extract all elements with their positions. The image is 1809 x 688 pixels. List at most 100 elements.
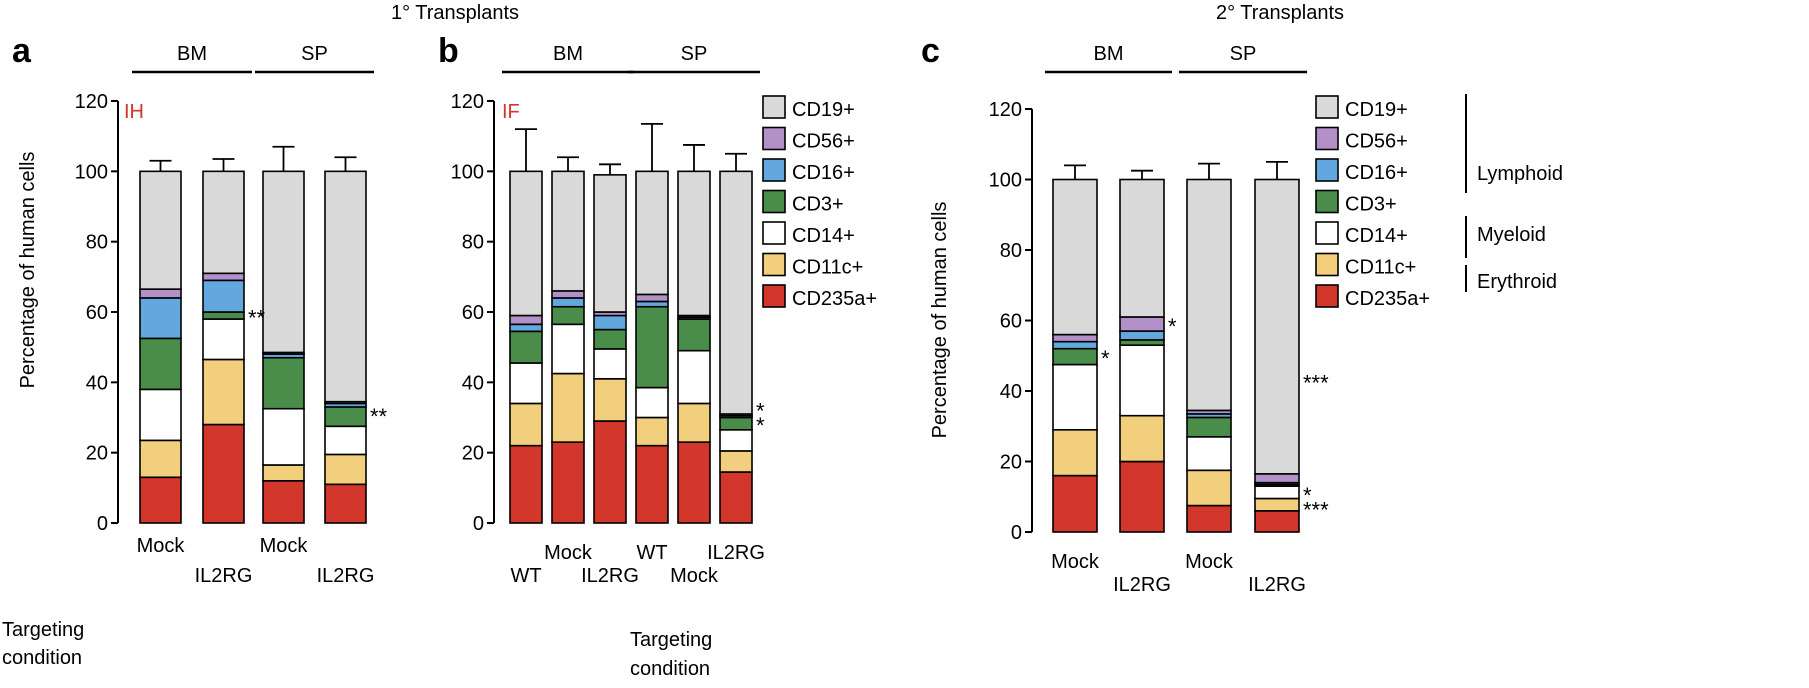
legend-panel-c: CD19+ CD56+ CD16+ CD3+ CD14+ CD11c+ CD235a+ Lym…	[1315, 94, 1563, 310]
bar-segment-cd3-c-0	[1052, 347, 1098, 366]
bar-segment-cd11c-a-3	[324, 453, 367, 486]
y-tick-label-c: 120	[989, 99, 1022, 121]
bar-segment-cd56-b-3	[635, 293, 669, 303]
legend-swatch-cd56	[762, 126, 786, 151]
legend-swatch-cd14	[762, 221, 786, 245]
bar-segment-cd3-b-0	[509, 330, 543, 364]
y-tick-label-a: 100	[75, 161, 108, 183]
bar-segment-cd16-a-0	[139, 297, 182, 340]
y-tick-label-b: 100	[451, 161, 484, 183]
bar-segment-cd11c-a-0	[139, 439, 182, 479]
bar-segment-cd235a-c-3	[1254, 510, 1300, 533]
y-tick-label-b: 0	[473, 513, 484, 535]
category-label-a-0: Mock	[137, 535, 186, 557]
bar-segment-cd11c-b-3	[635, 416, 669, 447]
bar-segment-cd235a-a-1	[202, 423, 245, 524]
bar-segment-cd3-a-0	[139, 337, 182, 391]
bar-segment-cd14-b-2	[593, 348, 627, 380]
y-tick-label-c: 40	[1000, 381, 1022, 403]
category-label-b-0: WT	[510, 565, 541, 587]
bar-segment-cd11c-b-1	[551, 372, 585, 443]
bar-segment-cd19-b-4	[677, 170, 711, 317]
significance-mark-c-1: *	[1168, 314, 1177, 339]
bar-segment-cd235a-b-1	[551, 441, 585, 524]
bar-segment-cd19-c-3	[1254, 178, 1300, 475]
bar-segment-cd16-c-1	[1119, 330, 1165, 341]
bar-segment-cd235a-c-1	[1119, 460, 1165, 533]
bar-segment-cd56-c-0	[1052, 333, 1098, 343]
bar-segment-cd3-b-2	[593, 328, 627, 350]
bar-segment-cd56-c-1	[1119, 316, 1165, 332]
bar-segment-cd235a-a-3	[324, 483, 367, 524]
y-axis-label-c: Percentage of human cells	[929, 202, 951, 439]
legend-swatch-cd16	[762, 158, 786, 182]
significance-mark-b-1: *	[756, 413, 765, 438]
bar-segment-cd3-b-4	[677, 318, 711, 352]
bar-segment-cd3-b-1	[551, 305, 585, 326]
legend-swatch-cd19	[762, 95, 786, 119]
significance-mark-c-2: ***	[1303, 370, 1329, 395]
bar-segment-cd56-c-3	[1254, 473, 1300, 484]
panel-a-chart: 0 20 40 60 80 100 120 Percentage of human cells…	[17, 43, 388, 587]
bar-segment-cd235a-a-2	[262, 479, 305, 524]
significance-mark-a-1: **	[370, 404, 388, 429]
bar-segment-cd14-b-3	[635, 386, 669, 419]
bar-segment-cd3-b-5	[719, 416, 753, 431]
category-label-a-2: Mock	[260, 535, 309, 557]
legend-label-cd11c: CD11c+	[792, 257, 863, 279]
bar-segment-cd56-b-0	[509, 314, 543, 326]
legend-swatch-cd11c	[762, 252, 786, 277]
group-label-sp-b: SP	[681, 43, 708, 65]
legend-swatch-cd56	[1315, 126, 1339, 151]
legend-swatch-cd3	[762, 189, 786, 214]
panel-letter-c: c	[921, 32, 940, 70]
y-tick-label-b: 120	[451, 91, 484, 113]
bar-segment-cd19-b-0	[509, 170, 543, 317]
targeting-label-line1: Targeting	[2, 619, 84, 641]
bar-segment-cd11c-c-1	[1119, 414, 1165, 463]
bar-segment-cd3-b-3	[635, 305, 669, 389]
bar-segment-cd11c-b-5	[719, 450, 753, 473]
significance-mark-b-0: *	[756, 399, 765, 424]
significance-mark-c-3: *	[1303, 483, 1312, 508]
bar-segment-cd11c-c-2	[1186, 469, 1232, 507]
category-label-c-3: IL2RG	[1248, 574, 1306, 596]
legend-swatch-cd235a	[762, 284, 786, 308]
bar-segment-cd14-c-3	[1254, 485, 1300, 500]
bar-segment-cd19-b-3	[635, 170, 669, 296]
category-label-b-3: WT	[636, 542, 667, 564]
bar-segment-cd11c-b-2	[593, 378, 627, 422]
bar-segment-cd11c-a-1	[202, 358, 245, 426]
group-label-bm-a: BM	[177, 43, 207, 65]
panel-letter-a: a	[12, 32, 32, 70]
bar-segment-cd19-c-2	[1186, 178, 1232, 412]
bar-segment-cd235a-b-5	[719, 471, 753, 524]
legend-swatch-cd14	[1315, 221, 1339, 245]
legend-swatch-cd3	[1315, 189, 1339, 214]
legend-label-cd11c: CD11c+	[1345, 257, 1416, 279]
bar-segment-cd14-c-1	[1119, 344, 1165, 417]
y-tick-label-c: 20	[1000, 452, 1022, 474]
bar-segment-cd16-a-1	[202, 279, 245, 313]
bar-segment-cd16-b-2	[593, 314, 627, 331]
bar-segment-cd19-a-1	[202, 170, 245, 275]
category-label-c-1: IL2RG	[1113, 574, 1171, 596]
legend-group-myeloid: Myeloid	[1477, 224, 1546, 246]
targeting-label-line1-c: Targeting	[630, 629, 712, 651]
group-label-bm-c: BM	[1094, 43, 1124, 65]
bar-segment-cd56-b-1	[551, 290, 585, 299]
bar-segment-cd14-b-4	[677, 349, 711, 405]
y-tick-label-b: 20	[462, 443, 484, 465]
y-tick-label-c: 80	[1000, 240, 1022, 262]
legend-label-cd56: CD56+	[792, 131, 855, 153]
legend-label-cd16: CD16+	[1345, 162, 1408, 184]
significance-mark-a-0: **	[248, 306, 266, 331]
bar-segment-cd14-b-5	[719, 429, 753, 452]
category-label-b-2: IL2RG	[581, 565, 639, 587]
y-tick-label-a: 0	[97, 513, 108, 535]
legend-group-erythroid: Erythroid	[1477, 271, 1557, 293]
legend-panel-b: CD19+ CD56+ CD16+ CD3+ CD14+ CD11c+ CD235a+	[762, 95, 877, 310]
bar-segment-cd19-a-2	[262, 170, 305, 354]
y-tick-label-b: 80	[462, 232, 484, 254]
bar-segment-cd14-a-2	[262, 407, 305, 466]
